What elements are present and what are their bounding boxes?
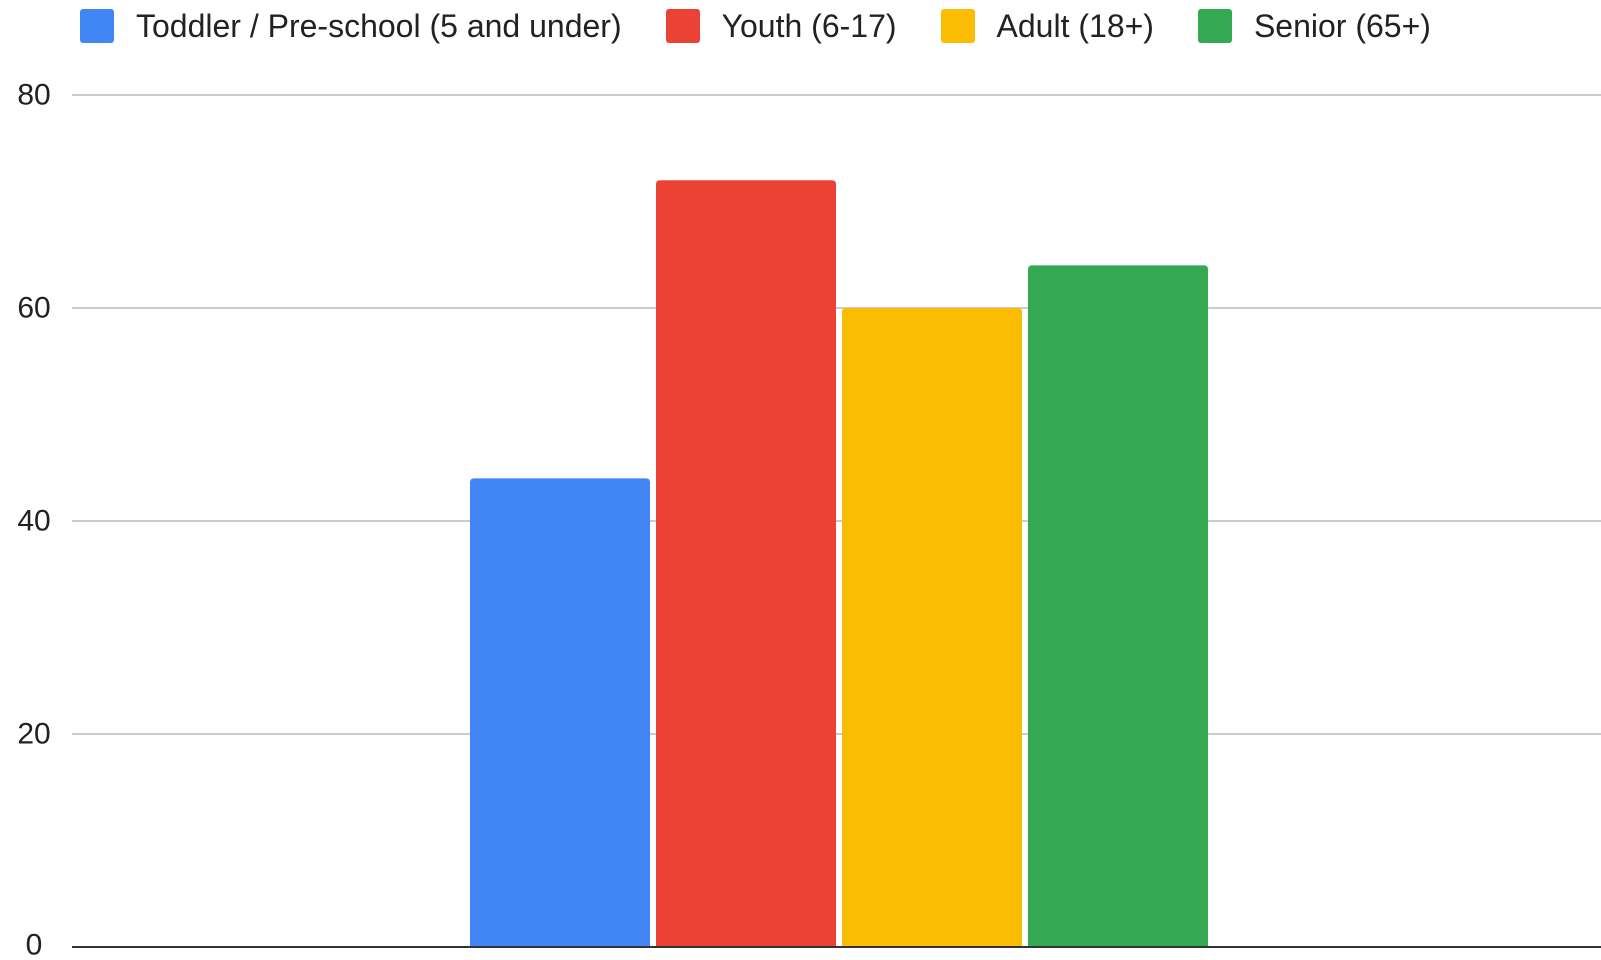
y-tick-label: 20 <box>17 718 50 751</box>
legend-swatch-senior <box>1197 9 1232 43</box>
bar-4[interactable] <box>1028 265 1208 947</box>
y-tick-label: 80 <box>17 79 50 112</box>
bars <box>470 180 1208 947</box>
legend-swatch-adult <box>940 9 975 43</box>
gridlines <box>72 94 1601 735</box>
bar-3[interactable] <box>842 308 1022 947</box>
legend-label-toddler: Toddler / Pre-school (5 and under) <box>136 7 622 44</box>
bar-1[interactable] <box>470 478 650 947</box>
legend-item-toddler[interactable]: Toddler / Pre-school (5 and under) <box>80 8 622 45</box>
y-axis-tick-labels: 0 20 40 60 80 <box>17 79 50 960</box>
chart-legend: Toddler / Pre-school (5 and under) Youth… <box>80 0 1475 52</box>
y-tick-label: 0 <box>26 929 43 960</box>
legend-label-adult: Adult (18+) <box>996 7 1154 44</box>
legend-label-senior: Senior (65+) <box>1253 7 1431 44</box>
legend-item-senior[interactable]: Senior (65+) <box>1197 7 1431 45</box>
y-tick-label: 40 <box>17 505 50 538</box>
legend-swatch-toddler <box>80 9 114 43</box>
legend-item-youth[interactable]: Youth (6-17) <box>665 7 897 45</box>
y-tick-label: 60 <box>17 292 50 325</box>
legend-label-youth: Youth (6-17) <box>721 7 897 44</box>
legend-swatch-youth <box>665 9 700 43</box>
bar-2[interactable] <box>656 180 836 947</box>
legend-item-adult[interactable]: Adult (18+) <box>940 7 1154 45</box>
